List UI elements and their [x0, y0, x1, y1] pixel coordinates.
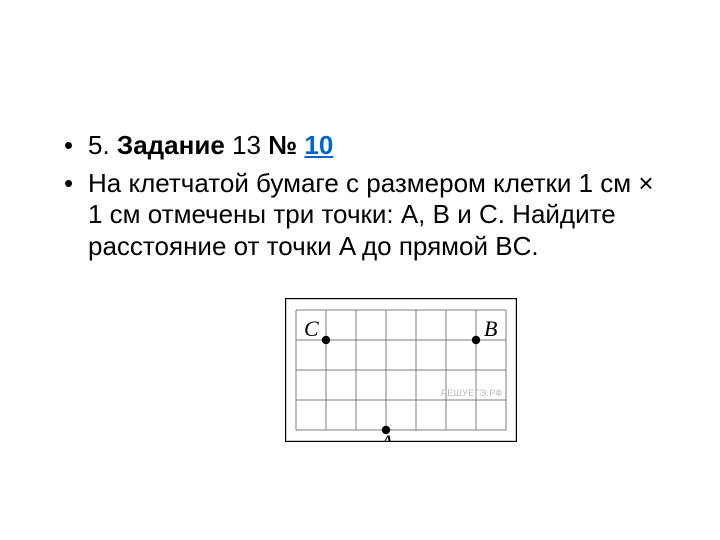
task-body: На клетчатой бумаге с размером клетки 1 …	[88, 168, 654, 261]
task-word: Задание	[117, 130, 232, 160]
watermark: РЕШУЕГЭ.РФ	[441, 388, 503, 398]
task-number: 13	[232, 130, 268, 160]
task-id-link[interactable]: 10	[304, 130, 333, 160]
slide: 5. Задание 13 № 10 На клетчатой бумаге с…	[0, 0, 720, 540]
point-label-a: A	[378, 430, 394, 442]
number-symbol: №	[268, 130, 304, 160]
point-label-c: C	[304, 316, 319, 341]
item-number: 5.	[88, 130, 117, 160]
task-body-line: На клетчатой бумаге с размером клетки 1 …	[88, 168, 660, 263]
grid-figure: РЕШУЕГЭ.РФ C B A	[285, 298, 517, 442]
point-c	[322, 336, 330, 344]
task-title-line: 5. Задание 13 № 10	[88, 130, 660, 162]
point-label-b: B	[484, 316, 497, 341]
content-list: 5. Задание 13 № 10 На клетчатой бумаге с…	[60, 130, 660, 263]
point-b	[472, 336, 480, 344]
